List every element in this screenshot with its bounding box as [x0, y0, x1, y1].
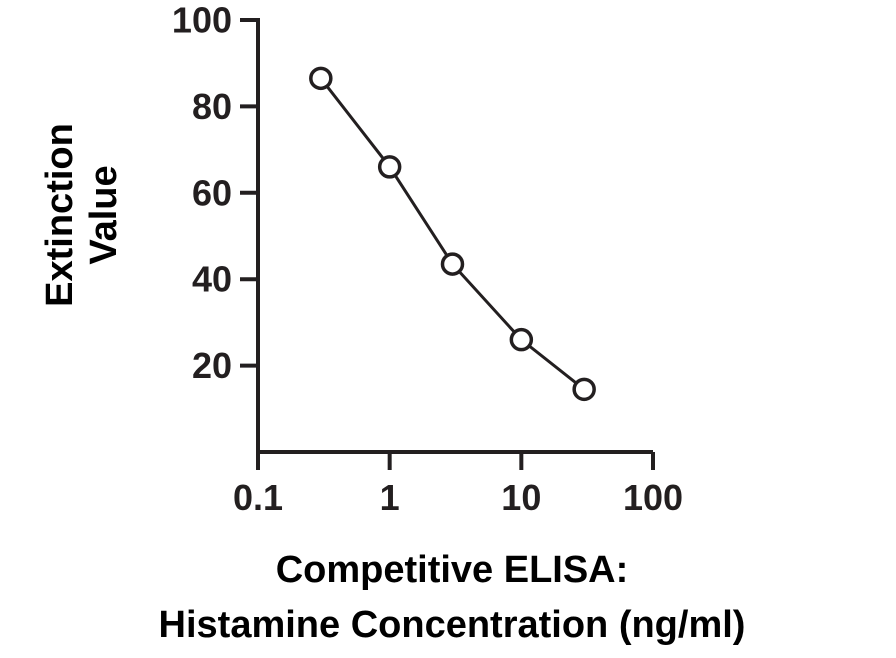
x-ticks: 0.1 1 10 100	[233, 452, 683, 518]
axes	[256, 18, 653, 454]
data-point-0-1	[377, 155, 402, 179]
x-tick-label-1: 1	[380, 477, 400, 518]
y-axis-title-line-2: Value	[83, 165, 125, 264]
x-axis-title-line-1: Competitive ELISA:	[276, 549, 629, 591]
x-tick-label-10: 10	[501, 477, 541, 518]
data-point-0-2	[440, 252, 465, 276]
series-group	[309, 66, 596, 402]
y-tick-label-40: 40	[192, 259, 232, 300]
data-point-0-3	[509, 327, 534, 352]
y-ticks: 20 40 60 80 100	[172, 0, 258, 386]
y-tick-label-60: 60	[192, 172, 232, 213]
x-tick-label-0-1: 0.1	[233, 477, 283, 518]
y-tick-label-100: 100	[172, 0, 232, 41]
y-axis-title-line-1: Extinction	[39, 123, 81, 307]
series-line-0	[319, 77, 586, 391]
x-axis-title-line-2: Histamine Concentration (ng/ml)	[159, 604, 746, 646]
data-point-0-0	[309, 66, 333, 91]
y-tick-label-80: 80	[192, 86, 232, 127]
data-point-0-4	[572, 377, 596, 402]
y-tick-label-20: 20	[192, 345, 232, 386]
x-tick-label-100: 100	[623, 477, 683, 518]
